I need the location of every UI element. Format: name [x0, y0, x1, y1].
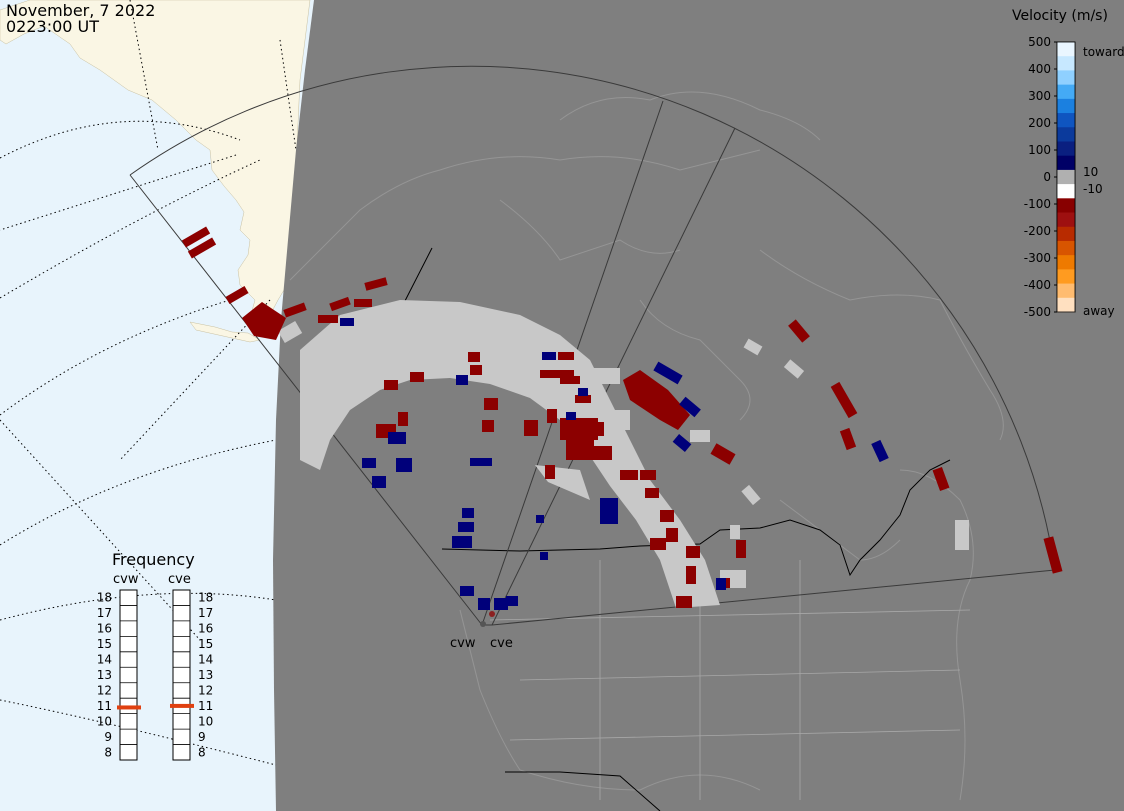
- frequency-scale-label-right: 8: [198, 745, 206, 759]
- frequency-scale-label-left: 18: [97, 591, 112, 605]
- colorbar-segment: [1057, 127, 1075, 142]
- colorbar-segment: [1057, 212, 1075, 228]
- colorbar-tick-label: -300: [1024, 251, 1051, 265]
- colorbar-segment: [1057, 42, 1075, 57]
- frequency-scale-label-left: 16: [97, 622, 112, 636]
- frequency-scale-label-right: 11: [198, 699, 213, 713]
- colorbar-segment: [1057, 70, 1075, 86]
- colorbar-segment: [1057, 269, 1075, 285]
- colorbar-tick-label: 200: [1028, 116, 1051, 130]
- colorbar-segment: [1057, 283, 1075, 299]
- frequency-scale-label-left: 11: [97, 699, 112, 713]
- date-label: November, 7 2022: [6, 1, 155, 20]
- radar-label-cve: cve: [490, 636, 513, 651]
- frequency-marker-cvw: [117, 705, 141, 710]
- colorbar-tick-label: 100: [1028, 143, 1051, 157]
- colorbar-small-pos: 10: [1083, 165, 1098, 179]
- colorbar-tick-label: 300: [1028, 89, 1051, 103]
- coastlines: [289, 91, 1004, 801]
- frequency-radar-cvw: cvw: [113, 572, 139, 587]
- frequency-box-cve: [172, 589, 191, 761]
- colorbar-segment: [1057, 255, 1075, 270]
- frequency-scale-label-right: 14: [198, 653, 213, 667]
- colorbar-tick-label: -100: [1024, 197, 1051, 211]
- colorbar-segment: [1057, 198, 1075, 214]
- night-region: [273, 0, 1124, 811]
- frequency-box-cvw: [119, 589, 138, 761]
- colorbar-segment: [1057, 226, 1075, 242]
- frequency-scale-label-right: 9: [198, 730, 206, 744]
- frequency-marker-cve: [170, 703, 194, 708]
- frequency-scale-label-left: 15: [97, 637, 112, 651]
- colorbar-small-neg: -10: [1083, 182, 1103, 196]
- colorbar-tick-label: -200: [1024, 224, 1051, 238]
- colorbar-tick-label: 0: [1043, 170, 1051, 184]
- velocity-colorbar: Velocity (m/s) 500 400 300 200 100 0 -100 -200 -…: [1012, 8, 1124, 319]
- frequency-scale-label-right: 10: [198, 714, 213, 728]
- frequency-radar-cve: cve: [168, 572, 191, 587]
- radar-label-cvw: cvw: [450, 636, 476, 651]
- colorbar-segment: [1057, 56, 1075, 71]
- frequency-scale-label-right: 16: [198, 622, 213, 636]
- alaska-land: [0, 0, 311, 331]
- frequency-scale-label-left: 10: [97, 714, 112, 728]
- colorbar-segment: [1057, 141, 1075, 157]
- colorbar-toward-label: toward: [1083, 45, 1124, 59]
- colorbar-segment: [1057, 297, 1075, 313]
- frequency-scale-label-left: 13: [97, 668, 112, 682]
- frequency-scale-label-left: 14: [97, 653, 112, 667]
- frequency-scale-label-right: 15: [198, 637, 213, 651]
- colorbar-segment: [1057, 84, 1075, 100]
- colorbar-segment: [1057, 155, 1075, 171]
- colorbar-tick-label: -400: [1024, 278, 1051, 292]
- echoes-away: [181, 226, 1063, 608]
- colorbar-tick-label: 400: [1028, 62, 1051, 76]
- time-label: 0223:00 UT: [6, 17, 99, 36]
- frequency-scale-label-right: 17: [198, 606, 213, 620]
- echoes-toward: [340, 318, 889, 610]
- frequency-scale-label-left: 17: [97, 606, 112, 620]
- frequency-scale-label-right: 18: [198, 591, 213, 605]
- colorbar-segment: [1057, 98, 1075, 114]
- grid-lines: [0, 0, 297, 766]
- frequency-scale-label-left: 8: [104, 745, 112, 759]
- colorbar-away-label: away: [1083, 304, 1115, 318]
- colorbar-segment: [1057, 113, 1075, 128]
- colorbar-title: Velocity (m/s): [1012, 8, 1108, 24]
- colorbar-segment: [1057, 240, 1075, 256]
- frequency-title: Frequency: [112, 550, 195, 569]
- radar-site-cvw: [480, 621, 486, 627]
- frequency-scale-label-right: 12: [198, 683, 213, 697]
- frequency-scale-label-right: 13: [198, 668, 213, 682]
- colorbar-tick-label: -500: [1024, 305, 1051, 319]
- radar-site-cve: [489, 611, 495, 617]
- ground-scatter: [277, 300, 969, 608]
- colorbar-tick-label: 500: [1028, 35, 1051, 49]
- border-lines: [489, 560, 971, 800]
- frequency-scale-label-left: 12: [97, 683, 112, 697]
- frequency-scale-label-left: 9: [104, 730, 112, 744]
- colorbar-segment: [1057, 184, 1075, 199]
- aleutian-land: [189, 321, 261, 343]
- colorbar-segment: [1057, 169, 1075, 185]
